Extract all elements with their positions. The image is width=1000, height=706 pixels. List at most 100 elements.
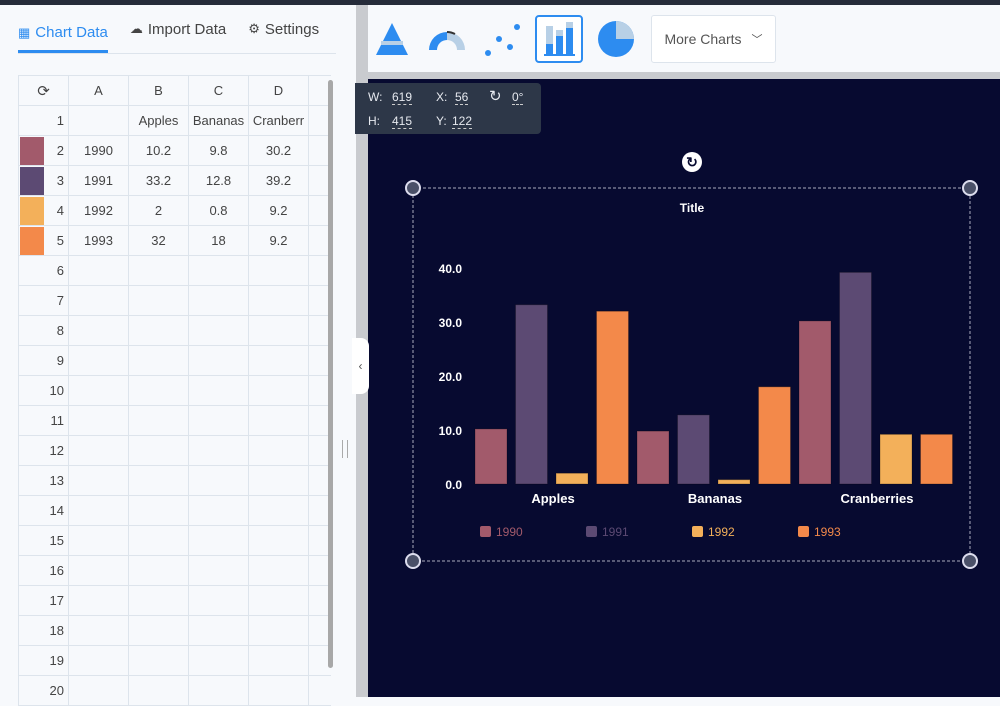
row-number[interactable]: 2 [18,135,69,166]
pie-chart-button[interactable] [592,15,640,63]
table-cell[interactable] [248,615,309,646]
table-cell[interactable] [128,255,189,286]
table-cell[interactable]: 12.8 [188,165,249,196]
table-cell[interactable] [128,375,189,406]
row-number[interactable]: 14 [18,495,69,526]
table-cell[interactable]: 9.8 [188,135,249,166]
table-cell[interactable] [128,435,189,466]
column-header[interactable]: C [188,75,249,106]
table-cell[interactable] [188,345,249,376]
table-cell[interactable] [128,555,189,586]
table-cell[interactable] [128,645,189,676]
table-cell[interactable] [188,675,249,706]
row-number[interactable]: 8 [18,315,69,346]
row-number[interactable]: 11 [18,405,69,436]
table-cell[interactable] [68,435,129,466]
table-cell[interactable] [308,675,331,706]
series-color-swatch[interactable] [20,137,44,165]
table-cell[interactable] [248,675,309,706]
more-charts-dropdown[interactable]: More Charts ﹀ [651,15,776,63]
column-header[interactable]: A [68,75,129,106]
gauge-chart-button[interactable] [423,15,471,63]
rotation-value[interactable]: 0° [512,90,524,105]
table-cell[interactable]: 9.2 [248,195,309,226]
table-cell[interactable] [248,315,309,346]
row-number[interactable]: 6 [18,255,69,286]
table-cell[interactable] [68,555,129,586]
row-number[interactable]: 5 [18,225,69,256]
table-cell[interactable] [188,375,249,406]
table-cell[interactable] [128,315,189,346]
table-cell[interactable]: 30.2 [248,135,309,166]
table-cell[interactable] [188,435,249,466]
tab-import-data[interactable]: ☁ Import Data [129,20,227,38]
row-number[interactable]: 18 [18,615,69,646]
table-cell[interactable] [248,495,309,526]
series-color-swatch[interactable] [20,167,44,195]
table-cell[interactable] [68,525,129,556]
table-cell[interactable] [128,495,189,526]
scatter-chart-button[interactable] [478,15,526,63]
table-cell[interactable] [188,555,249,586]
resize-grip-icon[interactable] [342,440,348,458]
table-cell[interactable] [128,585,189,616]
table-cell[interactable] [68,675,129,706]
row-number[interactable]: 10 [18,375,69,406]
table-cell[interactable] [68,285,129,316]
table-cell[interactable] [188,315,249,346]
table-cell[interactable]: 0.8 [188,195,249,226]
table-cell[interactable] [248,285,309,316]
table-cell[interactable]: 18 [188,225,249,256]
table-cell[interactable] [128,525,189,556]
row-number[interactable]: 15 [18,525,69,556]
table-cell[interactable]: Apples [128,105,189,136]
table-cell[interactable]: 1990 [68,135,129,166]
table-cell[interactable] [188,285,249,316]
table-cell[interactable] [188,465,249,496]
table-cell[interactable]: 32 [128,225,189,256]
table-cell[interactable] [68,105,129,136]
row-number[interactable]: 20 [18,675,69,706]
collapse-panel-button[interactable]: ‹ [352,338,369,394]
table-cell[interactable] [248,255,309,286]
table-cell[interactable] [188,495,249,526]
table-cell[interactable] [128,465,189,496]
table-cell[interactable] [188,255,249,286]
row-number[interactable]: 1 [18,105,69,136]
tab-settings[interactable]: ⚙ Settings [248,20,320,38]
table-cell[interactable] [248,585,309,616]
chart-canvas[interactable] [368,79,1000,697]
refresh-icon[interactable]: ⟳ [18,75,69,106]
table-cell[interactable] [188,645,249,676]
width-value[interactable]: 619 [392,90,413,105]
pyramid-chart-button[interactable] [368,15,416,63]
table-cell[interactable]: 1993 [68,225,129,256]
table-cell[interactable] [248,465,309,496]
table-cell[interactable]: Cranberr [248,105,309,136]
sheet-scrollbar[interactable] [328,80,333,668]
table-cell[interactable] [128,285,189,316]
table-cell[interactable] [68,255,129,286]
row-number[interactable]: 17 [18,585,69,616]
table-cell[interactable] [248,345,309,376]
table-cell[interactable] [128,405,189,436]
row-number[interactable]: 4 [18,195,69,226]
table-cell[interactable] [68,465,129,496]
column-header[interactable]: B [128,75,189,106]
table-cell[interactable] [128,615,189,646]
row-number[interactable]: 16 [18,555,69,586]
column-header[interactable]: D [248,75,309,106]
table-cell[interactable] [128,345,189,376]
row-number[interactable]: 9 [18,345,69,376]
y-value[interactable]: 122 [452,114,473,129]
table-cell[interactable] [68,375,129,406]
table-cell[interactable] [68,645,129,676]
table-cell[interactable] [128,675,189,706]
table-cell[interactable] [248,525,309,556]
table-cell[interactable] [68,495,129,526]
table-cell[interactable] [68,345,129,376]
table-cell[interactable]: 9.2 [248,225,309,256]
row-number[interactable]: 7 [18,285,69,316]
table-cell[interactable] [248,405,309,436]
table-cell[interactable] [68,585,129,616]
